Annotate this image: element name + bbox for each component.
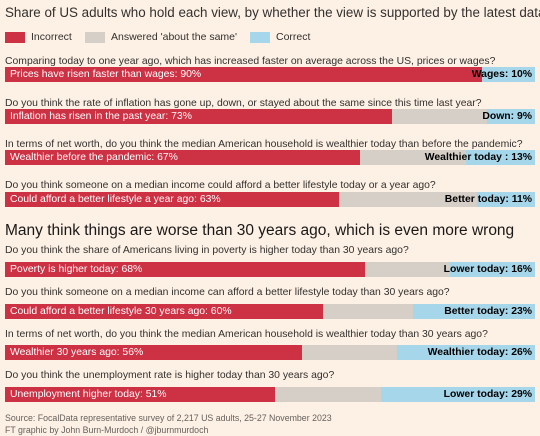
data-label-correct: Wealthier today : 13%: [424, 152, 532, 163]
source-note: Source: FocalData representative survey …: [5, 413, 332, 423]
chart-title: Share of US adults who hold each view, b…: [5, 5, 540, 20]
data-label-incorrect: Wealthier 30 years ago: 56%: [10, 347, 144, 358]
bar-correct: [476, 192, 535, 207]
question-label: Do you think the share of Americans livi…: [5, 245, 409, 256]
question-label: Do you think the unemployment rate is hi…: [5, 370, 335, 381]
data-label-incorrect: Could afford a better lifestyle 30 years…: [10, 306, 232, 317]
legend-label-same: Answered 'about the same': [111, 31, 237, 43]
bar-correct: [482, 67, 535, 82]
bar-incorrect: [5, 192, 339, 207]
stacked-bar: Unemployment higher today: 51% Lower toda…: [5, 387, 535, 402]
section-heading: Many think things are worse than 30 year…: [5, 222, 515, 239]
question-label: Do you think the rate of inflation has g…: [5, 98, 482, 109]
stacked-bar: Could afford a better lifestyle a year a…: [5, 192, 535, 207]
bar-incorrect: [5, 345, 302, 360]
bar-about-the-same: [275, 387, 382, 402]
legend-swatch-incorrect: [5, 31, 25, 43]
stacked-bar: Wealthier before the pandemic: 67% Wealth…: [5, 150, 535, 165]
question-label: Do you think someone on a median income …: [5, 287, 450, 298]
data-label-incorrect: Inflation has risen in the past year: 73…: [10, 111, 192, 122]
data-label-correct: Lower today: 29%: [443, 389, 532, 400]
stacked-bar: Wealthier 30 years ago: 56% Wealthier tod…: [5, 345, 535, 360]
data-label-incorrect: Wealthier before the pandemic: 67%: [10, 152, 178, 163]
data-label-incorrect: Could afford a better lifestyle a year a…: [10, 194, 221, 205]
bar-correct: [487, 109, 535, 124]
stacked-bar: Prices have risen faster than wages: 90%…: [5, 67, 535, 82]
bar-about-the-same: [360, 150, 467, 165]
bar-about-the-same: [391, 109, 488, 124]
legend-swatch-same: [85, 31, 105, 43]
bar-about-the-same: [323, 304, 414, 319]
question-label: In terms of net worth, do you think the …: [5, 329, 488, 340]
data-label-correct: Wages: 10%: [471, 69, 532, 80]
bar-incorrect: [5, 262, 366, 277]
data-label-incorrect: Unemployment higher today: 51%: [10, 389, 167, 400]
question-label: In terms of net worth, do you think the …: [5, 139, 523, 150]
data-label-correct: Lower today: 16%: [443, 264, 532, 275]
legend-item-same: Answered 'about the same': [85, 31, 250, 43]
legend-item-correct: Correct: [250, 31, 310, 43]
bar-incorrect: [5, 150, 361, 165]
bar-incorrect: [5, 109, 392, 124]
data-label-correct: Wealthier today: 26%: [427, 347, 532, 358]
question-label: Comparing today to one year ago, which h…: [5, 56, 496, 67]
question-label: Do you think someone on a median income …: [5, 180, 436, 191]
bar-correct: [413, 304, 535, 319]
legend: Incorrect Answered 'about the same' Corr…: [5, 30, 310, 44]
bar-incorrect: [5, 304, 323, 319]
data-label-correct: Better today: 11%: [444, 194, 532, 205]
data-label-correct: Down: 9%: [482, 111, 532, 122]
data-label-incorrect: Poverty is higher today: 68%: [10, 264, 143, 275]
bar-correct: [397, 345, 535, 360]
stacked-bar: Inflation has risen in the past year: 73…: [5, 109, 535, 124]
bar-correct: [450, 262, 535, 277]
legend-swatch-correct: [250, 31, 270, 43]
data-label-correct: Better today: 23%: [444, 306, 532, 317]
stacked-bar: Poverty is higher today: 68% Lower today:…: [5, 262, 535, 277]
bar-about-the-same: [301, 345, 398, 360]
stacked-bar: Could afford a better lifestyle 30 years…: [5, 304, 535, 319]
data-label-incorrect: Prices have risen faster than wages: 90%: [10, 69, 202, 80]
graphic-credit: FT graphic by John Burn-Murdoch / @jburn…: [5, 425, 209, 435]
legend-label-correct: Correct: [276, 31, 311, 43]
bar-correct: [381, 387, 535, 402]
bar-about-the-same: [365, 262, 451, 277]
legend-item-incorrect: Incorrect: [5, 31, 85, 43]
bar-incorrect: [5, 387, 276, 402]
bar-incorrect: [5, 67, 482, 82]
bar-correct: [466, 150, 535, 165]
legend-label-incorrect: Incorrect: [31, 31, 72, 43]
bar-about-the-same: [338, 192, 477, 207]
